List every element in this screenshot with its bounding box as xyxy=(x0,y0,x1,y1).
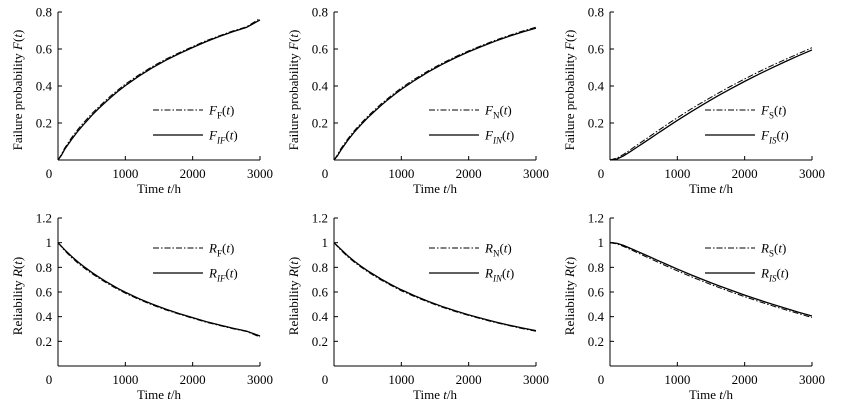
y-tick-label: 1.2 xyxy=(312,211,328,226)
y-tick-label: 0.6 xyxy=(588,42,605,57)
y-tick-label: 0.6 xyxy=(312,42,329,57)
legend-label-RN: RN(t) xyxy=(484,241,512,259)
y-tick-label: 0.8 xyxy=(36,260,52,275)
y-tick-label: 1 xyxy=(598,235,605,250)
chart-panel-bottom-right: 0 1000 2000 3000 0.2 0.4 0.6 0.8 1 1.2 Time t/h Rel… xyxy=(562,211,825,403)
y-tick-label: 0.6 xyxy=(312,285,329,300)
x-tick-label: 3000 xyxy=(247,372,273,387)
x-tick-label: 3000 xyxy=(799,372,825,387)
y-tick-label: 0.2 xyxy=(588,116,604,131)
series-line-RN xyxy=(333,242,537,332)
x-tick-label: 2000 xyxy=(180,372,206,387)
legend-label-FS: FS(t) xyxy=(760,103,786,121)
y-tick-label: 0.8 xyxy=(312,260,328,275)
series-line-RIS xyxy=(609,242,813,317)
series-line-RF xyxy=(57,242,261,338)
x-axis-label: Time t/h xyxy=(137,387,181,402)
x-tick-label: 3000 xyxy=(799,166,825,181)
legend-label-FIN: FIN(t) xyxy=(484,128,514,146)
series-line-FF xyxy=(57,18,261,161)
x-tick-label: 1000 xyxy=(112,372,138,387)
legend-label-RIN: RIN(t) xyxy=(484,266,514,284)
chart-panel-top-right: 0 1000 2000 3000 0.2 0.4 0.6 0.8 Time t/h Failure… xyxy=(562,5,825,197)
series-line-RIN xyxy=(333,242,537,332)
x-tick-label: 3000 xyxy=(247,166,273,181)
x-tick-label: 2000 xyxy=(180,166,206,181)
y-tick-label: 0.4 xyxy=(588,79,605,94)
x-axis-label: Time t/h xyxy=(413,387,457,402)
legend-label-RF: RF(t) xyxy=(208,241,234,259)
y-tick-label: 0.4 xyxy=(588,309,605,324)
y-tick-label: 1 xyxy=(322,235,329,250)
series-line-FS xyxy=(609,47,813,161)
legend-label-FIS: FIS(t) xyxy=(760,128,789,146)
y-tick-label: 0.2 xyxy=(312,116,328,131)
series-line-FN xyxy=(333,26,537,161)
y-tick-label: 0.4 xyxy=(36,309,53,324)
x-tick-label: 2000 xyxy=(456,166,482,181)
x-tick-label: 3000 xyxy=(523,166,549,181)
x-tick-label: 1000 xyxy=(112,166,138,181)
y-tick-label: 0.4 xyxy=(312,79,329,94)
y-tick-label: 0.2 xyxy=(36,116,52,131)
legend-label-RIF: RIF(t) xyxy=(208,266,238,284)
y-tick-label: 0.8 xyxy=(588,5,604,20)
y-tick-label: 0.2 xyxy=(312,334,328,349)
y-tick-label: 1 xyxy=(46,235,53,250)
x-tick-label: 3000 xyxy=(523,372,549,387)
x-tick-label: 1000 xyxy=(388,372,414,387)
series-line-FIN xyxy=(333,27,537,161)
y-tick-label: 0.6 xyxy=(36,285,53,300)
x-tick-label: 2000 xyxy=(456,372,482,387)
series-line-RS xyxy=(609,242,813,319)
y-tick-label: 0.6 xyxy=(588,285,605,300)
legend-label-FN: FN(t) xyxy=(484,103,512,121)
x-tick-label: 1000 xyxy=(664,166,690,181)
y-tick-label: 0.8 xyxy=(36,5,52,20)
x-axis-label: Time t/h xyxy=(689,181,733,196)
chart-panel-top-left: 0 1000 2000 3000 0.2 0.4 0.6 0.8 Time t/h Failure… xyxy=(10,5,273,197)
x-tick-label: 2000 xyxy=(732,166,758,181)
y-axis-label: Reliability R(t) xyxy=(10,257,25,335)
legend-label-RIS: RIS(t) xyxy=(760,266,789,284)
y-axis-label: Reliability R(t) xyxy=(562,257,577,335)
chart-panel-top-middle: 0 1000 2000 3000 0.2 0.4 0.6 0.8 Time t/h Failure… xyxy=(286,5,549,197)
chart-panel-bottom-middle: 0 1000 2000 3000 0.2 0.4 0.6 0.8 1 1.2 Time t/h Rel… xyxy=(286,211,549,403)
y-tick-label: 0.8 xyxy=(588,260,604,275)
y-axis-label: Failure probability F(t) xyxy=(562,30,577,151)
origin-tick-label: 0 xyxy=(322,372,329,387)
legend-label-FF: FF(t) xyxy=(208,103,234,121)
legend-label-RS: RS(t) xyxy=(760,241,786,259)
origin-tick-label: 0 xyxy=(322,166,329,181)
y-axis-label: Failure probability F(t) xyxy=(10,30,25,151)
series-line-FIS xyxy=(609,49,813,161)
legend-label-FIF: FIF(t) xyxy=(208,128,238,146)
y-axis-label: Reliability R(t) xyxy=(286,257,301,335)
y-tick-label: 1.2 xyxy=(588,211,604,226)
y-tick-label: 0.8 xyxy=(312,5,328,20)
y-tick-label: 0.4 xyxy=(36,79,53,94)
series-line-FIF xyxy=(57,19,261,161)
y-tick-label: 0.2 xyxy=(588,334,604,349)
x-axis-label: Time t/h xyxy=(689,387,733,402)
origin-tick-label: 0 xyxy=(46,166,53,181)
origin-tick-label: 0 xyxy=(598,372,605,387)
y-tick-label: 0.6 xyxy=(36,42,53,57)
y-tick-label: 0.2 xyxy=(36,334,52,349)
x-tick-label: 1000 xyxy=(664,372,690,387)
series-line-RIF xyxy=(57,242,261,337)
x-tick-label: 2000 xyxy=(732,372,758,387)
x-tick-label: 1000 xyxy=(388,166,414,181)
x-axis-label: Time t/h xyxy=(137,181,181,196)
x-axis-label: Time t/h xyxy=(413,181,457,196)
y-tick-label: 1.2 xyxy=(36,211,52,226)
chart-panel-bottom-left: 0 1000 2000 3000 0.2 0.4 0.6 0.8 1 1.2 Time t/h Rel… xyxy=(10,211,273,403)
y-axis-label: Failure probability F(t) xyxy=(286,30,301,151)
origin-tick-label: 0 xyxy=(598,166,605,181)
y-tick-label: 0.4 xyxy=(312,309,329,324)
origin-tick-label: 0 xyxy=(46,372,53,387)
